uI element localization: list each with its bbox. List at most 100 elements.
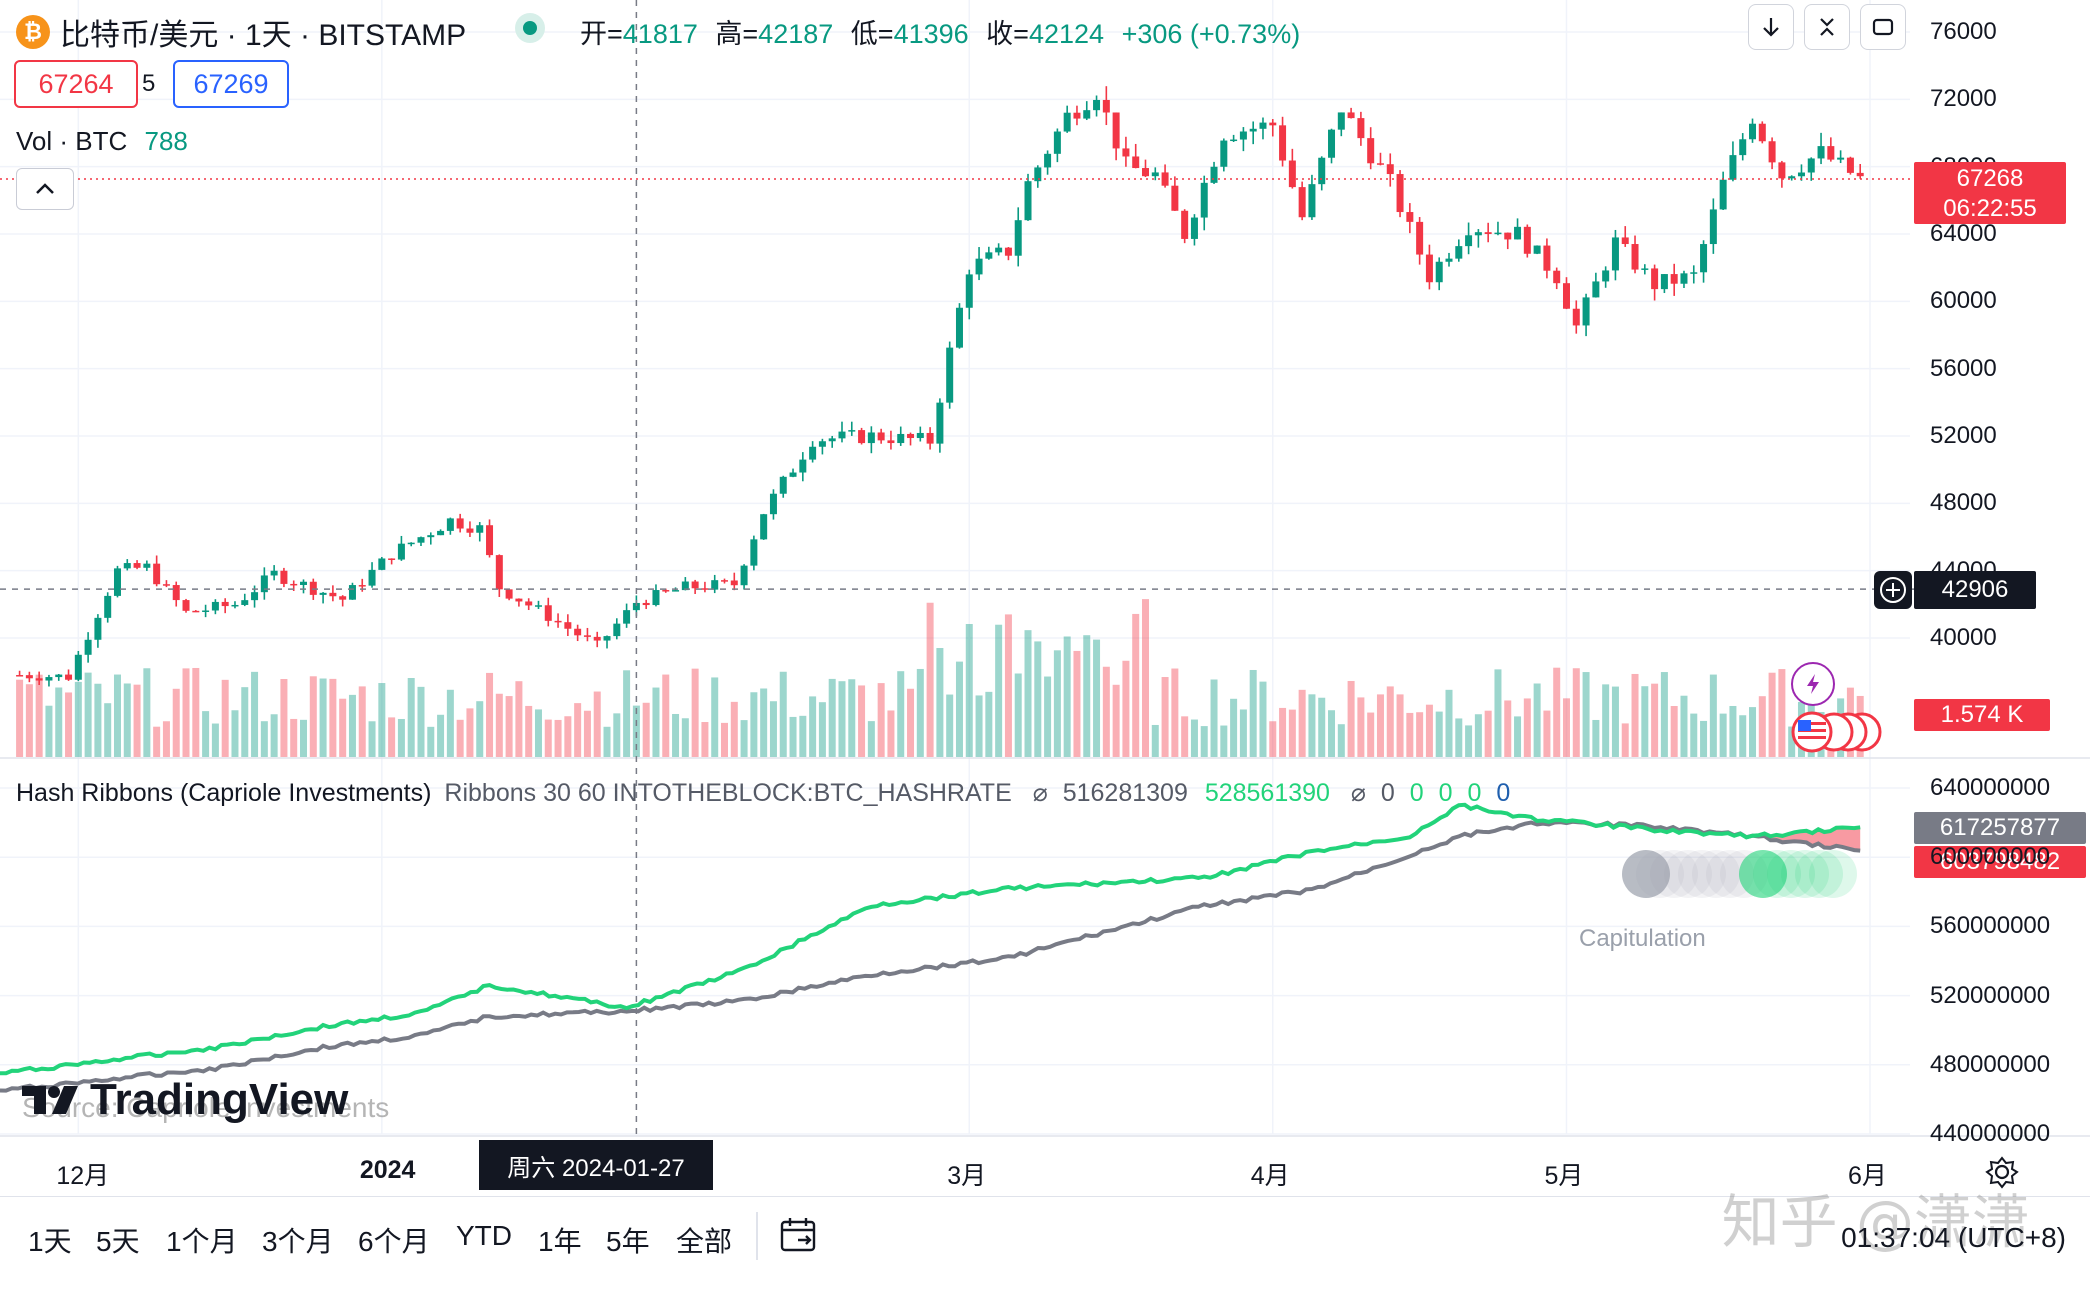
candle xyxy=(1474,229,1482,248)
volume-bar xyxy=(113,674,121,757)
candle xyxy=(701,581,709,593)
candle xyxy=(1376,152,1384,166)
volume-bar xyxy=(1190,719,1198,757)
price-tick-label: 60000 xyxy=(1930,287,1997,315)
symbol-title[interactable]: ₿ 比特币/美元 · 1天 · BITSTAMP xyxy=(16,10,466,54)
volume-bar xyxy=(1749,707,1757,757)
volume-bar xyxy=(1641,686,1649,757)
candle xyxy=(1846,156,1854,175)
ribbon-fast-line xyxy=(0,802,1861,1076)
volume-bar xyxy=(231,710,239,757)
volume-bar xyxy=(1308,694,1316,757)
price-tick-label: 40000 xyxy=(1930,624,1997,651)
candle xyxy=(769,489,777,520)
clock-timezone[interactable]: 01:37:04 (UTC+8) xyxy=(1841,1222,2066,1253)
volume-bar xyxy=(1602,684,1610,757)
volume-bar xyxy=(1670,706,1678,757)
candle xyxy=(1719,171,1727,211)
close-value: 42124 xyxy=(1028,19,1105,49)
market-status-icon[interactable] xyxy=(515,13,545,43)
collapse-legend-button[interactable] xyxy=(16,168,74,210)
candle xyxy=(1249,121,1257,145)
candle xyxy=(750,535,758,571)
symbol-title-text: 比特币/美元 · 1天 · BITSTAMP xyxy=(60,19,467,52)
range-button[interactable]: 1年 xyxy=(538,1226,582,1257)
candle xyxy=(25,671,33,683)
candle xyxy=(1328,128,1336,164)
candle xyxy=(505,588,513,601)
candle xyxy=(1856,163,1864,179)
range-button[interactable]: 1个月 xyxy=(166,1226,238,1257)
collapse-pane-button[interactable] xyxy=(1804,4,1850,50)
candle xyxy=(711,574,719,594)
scroll-down-button[interactable] xyxy=(1748,4,1794,50)
candle xyxy=(1416,217,1424,265)
volume-bar xyxy=(74,681,82,757)
volume-bar xyxy=(1337,724,1345,757)
candle xyxy=(1680,270,1688,289)
price-tick-label: 64000 xyxy=(1930,220,1997,247)
fullscreen-icon xyxy=(1872,18,1894,36)
candle xyxy=(329,585,337,602)
range-button[interactable]: 5年 xyxy=(606,1226,650,1257)
axis-settings-button[interactable] xyxy=(1982,1152,2022,1192)
indicator-legend[interactable]: Hash Ribbons (Capriole Investments) Ribb… xyxy=(16,778,1510,808)
candle xyxy=(760,513,768,540)
buy-signal-marker xyxy=(1753,850,1801,898)
time-tick-label: 6月 xyxy=(1848,1162,1887,1190)
volume-bar xyxy=(1386,686,1394,757)
indicator-tick-label: 640000000 xyxy=(1930,774,2051,801)
range-button[interactable]: 5天 xyxy=(96,1226,140,1257)
candle xyxy=(84,632,92,663)
sell-button[interactable]: 67264 xyxy=(14,60,138,108)
candle xyxy=(809,441,817,463)
candle xyxy=(564,614,572,637)
volume-bar xyxy=(1533,683,1541,757)
add-alert-button[interactable] xyxy=(1874,571,1912,609)
volume-bar xyxy=(740,720,748,757)
volume-bar xyxy=(897,671,905,757)
economic-events-icons[interactable] xyxy=(1790,710,1890,759)
volume-bar xyxy=(1435,711,1443,757)
volume-bar xyxy=(574,703,582,757)
goto-date-button[interactable] xyxy=(776,1212,822,1258)
volume-bar xyxy=(828,678,836,757)
candle xyxy=(583,627,591,642)
candle xyxy=(397,535,405,561)
range-button[interactable]: 6个月 xyxy=(358,1226,430,1257)
countdown-tag: 06:22:55 xyxy=(1914,194,2066,224)
candle xyxy=(818,438,826,455)
range-button[interactable]: YTD xyxy=(456,1220,512,1251)
volume-bar xyxy=(1651,683,1659,757)
candle xyxy=(55,673,63,681)
volume-bar xyxy=(1220,725,1228,757)
capitulation-marker xyxy=(1692,850,1740,898)
candle xyxy=(1807,157,1815,181)
candle xyxy=(1034,165,1042,188)
fullscreen-button[interactable] xyxy=(1860,4,1906,50)
candle xyxy=(133,560,141,570)
volume-bar xyxy=(280,679,288,757)
last-price-tag: 67268 xyxy=(1914,162,2066,196)
volume-bar xyxy=(505,696,513,757)
volume-bar xyxy=(1259,681,1267,757)
flash-event-icon[interactable] xyxy=(1791,662,1835,706)
candle xyxy=(1024,173,1032,221)
range-button[interactable]: 1天 xyxy=(28,1226,72,1257)
volume-bar xyxy=(162,721,170,757)
candle xyxy=(1132,143,1140,169)
volume-bar xyxy=(192,667,200,757)
volume-bar xyxy=(926,602,934,757)
volume-bar xyxy=(495,693,503,757)
volume-bar xyxy=(603,726,611,757)
tradingview-logo[interactable]: TradingView xyxy=(20,1075,348,1125)
buy-button[interactable]: 67269 xyxy=(173,60,289,108)
range-button[interactable]: 全部 xyxy=(676,1226,733,1257)
volume-bar xyxy=(1181,716,1189,757)
buy-signal-marker xyxy=(1767,850,1815,898)
indicator-zero-3: 0 xyxy=(1438,779,1453,807)
range-button[interactable]: 3个月 xyxy=(262,1226,334,1257)
volume-bar xyxy=(182,668,190,757)
candle xyxy=(623,603,631,628)
